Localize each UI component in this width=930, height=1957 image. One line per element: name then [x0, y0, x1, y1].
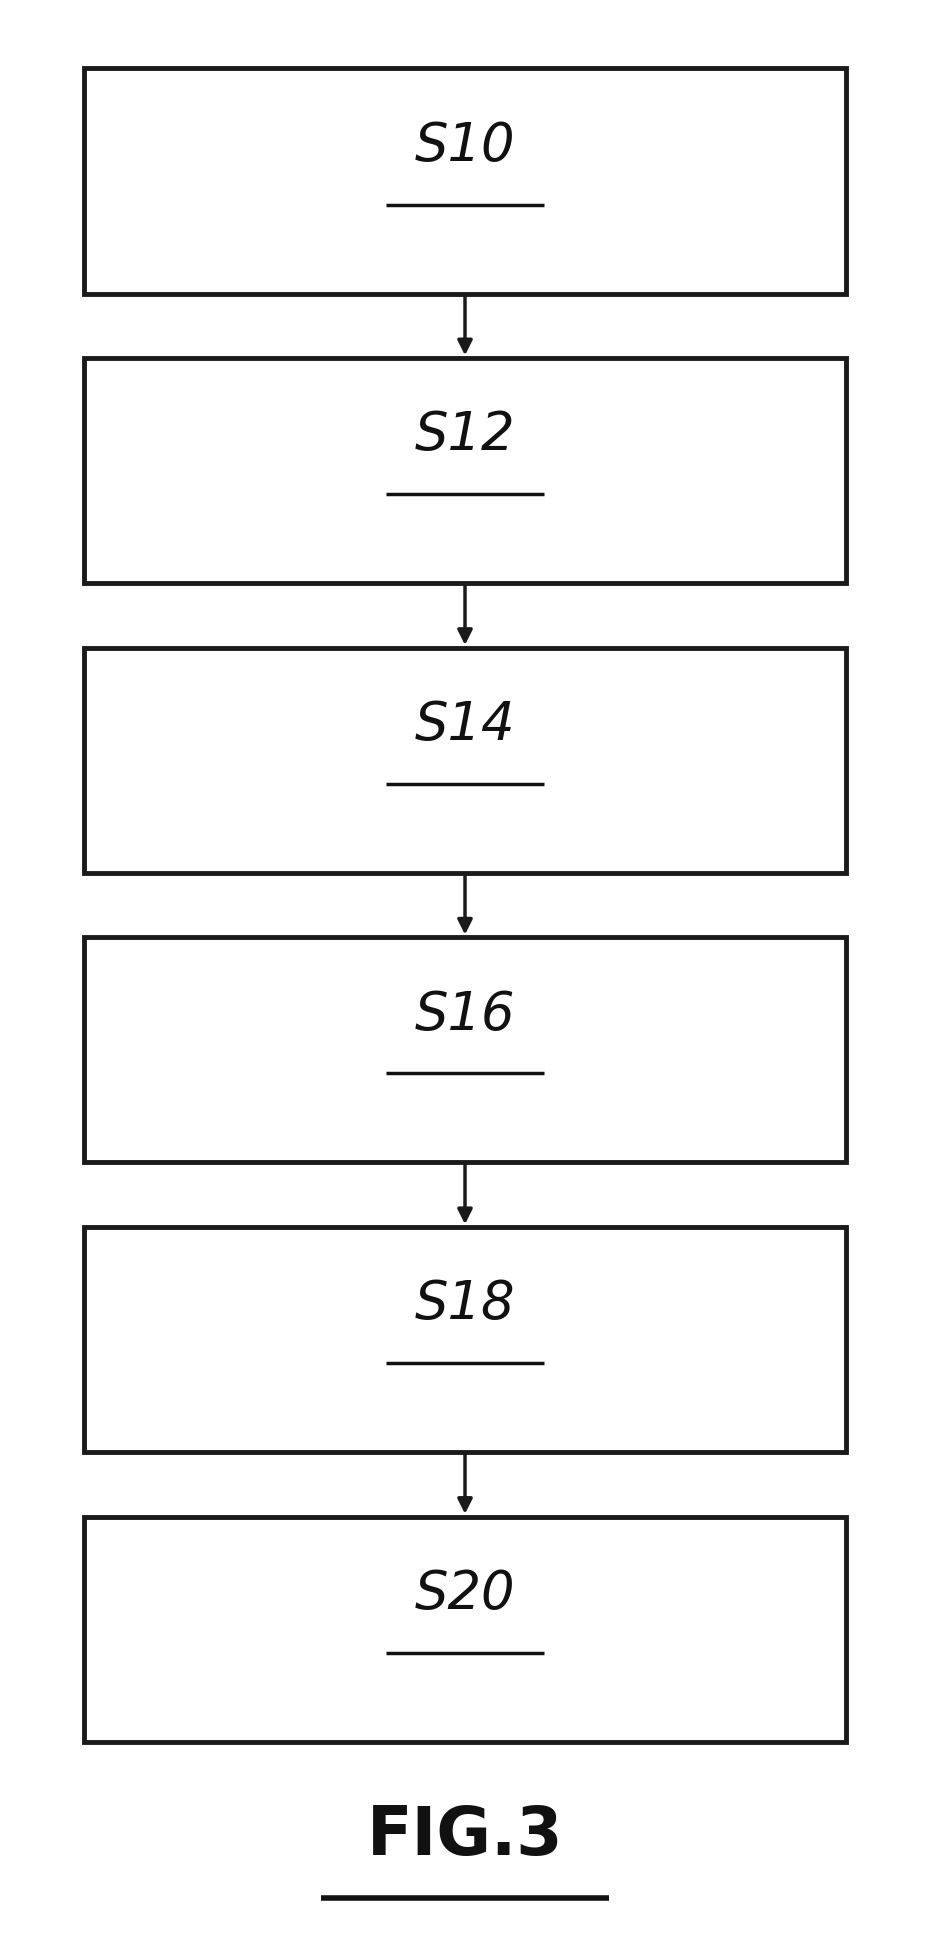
Text: S14: S14 [415, 699, 515, 751]
Bar [84, 937, 846, 1162]
Text: FIG.3: FIG.3 [366, 1802, 564, 1869]
Text: S10: S10 [415, 119, 515, 172]
Text: S12: S12 [415, 409, 515, 462]
Bar [84, 1517, 846, 1742]
Bar [84, 68, 846, 294]
Bar [84, 648, 846, 873]
Bar [84, 1227, 846, 1452]
Bar [84, 358, 846, 583]
Text: S20: S20 [415, 1568, 515, 1620]
Text: S16: S16 [415, 988, 515, 1041]
Text: S18: S18 [415, 1278, 515, 1331]
